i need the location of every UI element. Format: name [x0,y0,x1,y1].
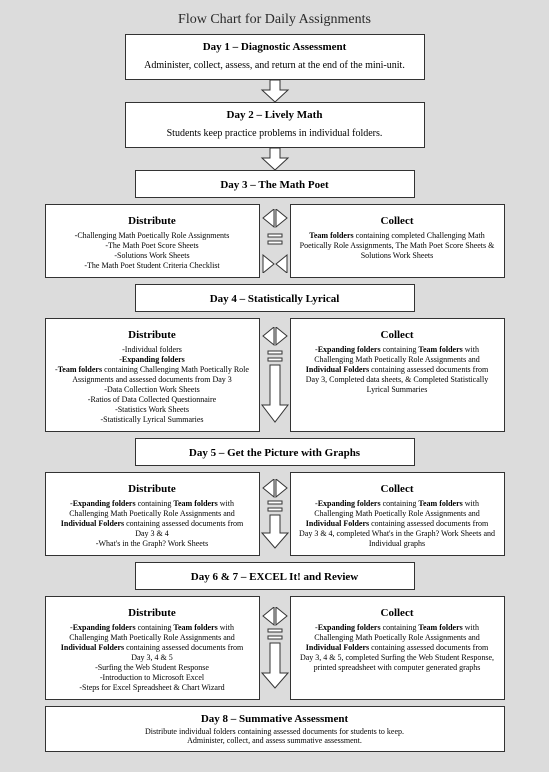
day4-head: Day 4 – Statistically Lyrical [210,293,340,305]
day67-distribute-list: -Expanding folders containing Team folde… [54,623,251,693]
day4-header: Day 4 – Statistically Lyrical [135,284,415,312]
page-root: Flow Chart for Daily Assignments Day 1 –… [0,0,549,772]
list-item: -Expanding folders [54,355,251,365]
day8-sub1: Distribute individual folders containing… [56,727,494,736]
day5-head: Day 5 – Get the Picture with Graphs [189,447,360,459]
day67-collect-list: -Expanding folders containing Team folde… [299,623,496,673]
page-title: Flow Chart for Daily Assignments [0,12,549,28]
collect-hdr: Collect [381,607,414,619]
day5-distribute-list: -Expanding folders containing Team folde… [54,499,251,549]
collect-hdr: Collect [381,483,414,495]
day4-distribute-box: Distribute -Individual folders-Expanding… [45,318,260,432]
list-item: -Expanding folders containing Team folde… [299,345,496,395]
list-item: -Solutions Work Sheets [54,251,251,261]
list-item: -Steps for Excel Spreadsheet & Chart Wiz… [54,683,251,693]
day3-pair-row: Distribute -Challenging Math Poetically … [0,204,549,278]
distribute-hdr: Distribute [128,215,176,227]
day4-collect-list: -Expanding folders containing Team folde… [299,345,496,395]
day5-distribute-box: Distribute -Expanding folders containing… [45,472,260,556]
day1-sub: Administer, collect, assess, and return … [144,60,405,71]
day67-distribute-box: Distribute -Expanding folders containing… [45,596,260,700]
day3-pair: Distribute -Challenging Math Poetically … [0,204,549,278]
distribute-hdr: Distribute [128,483,176,495]
list-item: -The Math Poet Score Sheets [54,241,251,251]
day1-head: Day 1 – Diagnostic Assessment [136,41,414,53]
day4-distribute-list: -Individual folders-Expanding folders-Te… [54,345,251,425]
list-item: -What's in the Graph? Work Sheets [54,539,251,549]
list-item: -Statistics Work Sheets [54,405,251,415]
day8-sub2: Administer, collect, and assess summativ… [56,736,494,745]
arrow-down-icon [260,148,290,170]
day4-collect-box: Collect -Expanding folders containing Te… [290,318,505,432]
distribute-hdr: Distribute [128,329,176,341]
list-item: -Introduction to Microsoft Excel [54,673,251,683]
day8-head: Day 8 – Summative Assessment [56,713,494,725]
day3-distribute-list: -Challenging Math Poetically Role Assign… [54,231,251,271]
day5-pair-row: Distribute -Expanding folders containing… [0,472,549,556]
day5-collect-list: -Expanding folders containing Team folde… [299,499,496,549]
list-item: -Challenging Math Poetically Role Assign… [54,231,251,241]
arrow-down-icon [260,80,290,102]
list-item: Team folders containing completed Challe… [299,231,496,261]
day5-header: Day 5 – Get the Picture with Graphs [135,438,415,466]
day2-sub: Students keep practice problems in indiv… [167,128,383,139]
day3-head: Day 3 – The Math Poet [220,179,328,191]
day4-pair: Distribute -Individual folders-Expanding… [0,318,549,432]
day2-box: Day 2 – Lively Math Students keep practi… [125,102,425,148]
day1-box: Day 1 – Diagnostic Assessment Administer… [125,34,425,80]
day67-head: Day 6 & 7 – EXCEL It! and Review [191,571,358,583]
collect-hdr: Collect [381,329,414,341]
collect-hdr: Collect [381,215,414,227]
list-item: -Expanding folders containing Team folde… [299,499,496,549]
list-item: -Data Collection Work Sheets [54,385,251,395]
day67-collect-box: Collect -Expanding folders containing Te… [290,596,505,700]
day67-header: Day 6 & 7 – EXCEL It! and Review [135,562,415,590]
day5-collect-box: Collect -Expanding folders containing Te… [290,472,505,556]
arrow-row [0,80,549,102]
list-item: -Expanding folders containing Team folde… [54,499,251,539]
day3-collect-list: Team folders containing completed Challe… [299,231,496,261]
list-item: -Expanding folders containing Team folde… [54,623,251,663]
day2-head: Day 2 – Lively Math [136,109,414,121]
arrow-row [0,148,549,170]
list-item: -Statistically Lyrical Summaries [54,415,251,425]
day3-distribute-box: Distribute -Challenging Math Poetically … [45,204,260,278]
list-item: -Team folders containing Challenging Mat… [54,365,251,385]
day3-collect-box: Collect Team folders containing complete… [290,204,505,278]
day4-pair-row: Distribute -Individual folders-Expanding… [0,318,549,432]
day67-pair: Distribute -Expanding folders containing… [0,596,549,700]
day67-pair-row: Distribute -Expanding folders containing… [0,596,549,700]
list-item: -Surfing the Web Student Response [54,663,251,673]
day3-header: Day 3 – The Math Poet [135,170,415,198]
list-item: -Individual folders [54,345,251,355]
list-item: -The Math Poet Student Criteria Checklis… [54,261,251,271]
day8-box: Day 8 – Summative Assessment Distribute … [45,706,505,752]
day5-pair: Distribute -Expanding folders containing… [0,472,549,556]
list-item: -Expanding folders containing Team folde… [299,623,496,673]
list-item: -Ratios of Data Collected Questionnaire [54,395,251,405]
distribute-hdr: Distribute [128,607,176,619]
